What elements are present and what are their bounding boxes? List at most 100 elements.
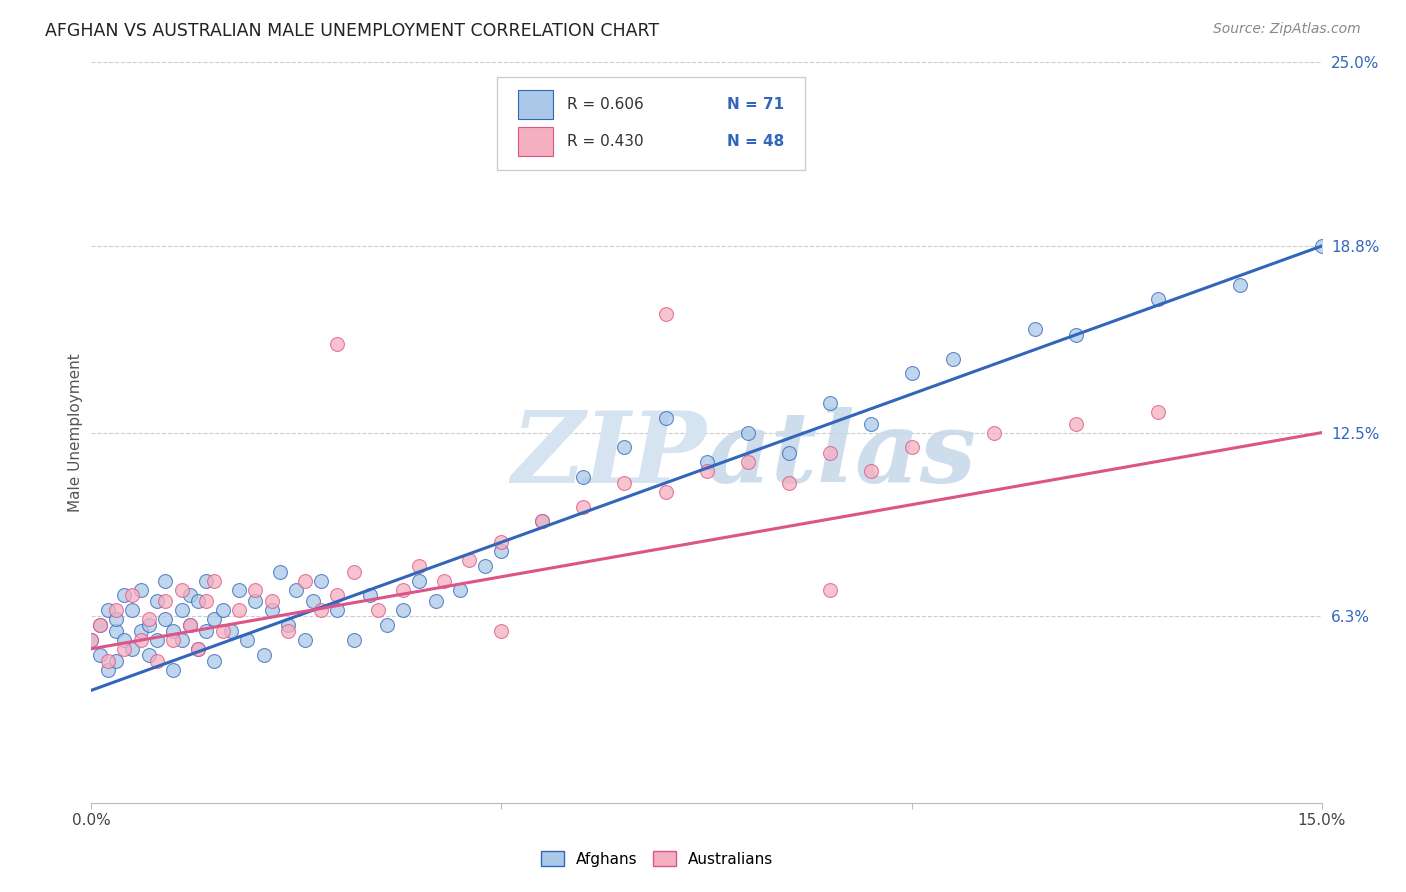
Point <box>859 417 882 431</box>
Point <box>121 641 143 656</box>
Point <box>572 500 595 514</box>
Legend: Afghans, Australians: Afghans, Australians <box>534 845 780 873</box>
Point <box>260 603 283 617</box>
Point <box>253 648 276 662</box>
FancyBboxPatch shape <box>498 78 804 169</box>
Point <box>818 582 841 597</box>
Bar <box>519 90 553 120</box>
Point <box>211 603 233 617</box>
Point <box>170 603 193 617</box>
Point <box>179 618 201 632</box>
Point <box>269 565 291 579</box>
Point <box>202 612 225 626</box>
Point <box>153 612 177 626</box>
Point <box>433 574 456 588</box>
Bar <box>519 127 553 156</box>
Point <box>153 574 177 588</box>
Point <box>245 594 267 608</box>
Point <box>138 648 160 662</box>
Point <box>375 618 398 632</box>
Point <box>202 574 225 588</box>
Point <box>105 624 127 638</box>
Point <box>162 624 184 638</box>
Point <box>309 574 332 588</box>
Point <box>138 618 160 632</box>
Text: AFGHAN VS AUSTRALIAN MALE UNEMPLOYMENT CORRELATION CHART: AFGHAN VS AUSTRALIAN MALE UNEMPLOYMENT C… <box>45 22 659 40</box>
Point <box>162 632 184 647</box>
Point <box>1146 293 1168 307</box>
Point <box>187 641 209 656</box>
Point <box>294 574 316 588</box>
Text: R = 0.606: R = 0.606 <box>568 97 644 112</box>
Point <box>195 594 218 608</box>
Point <box>613 441 636 455</box>
Point <box>343 632 366 647</box>
Point <box>260 594 283 608</box>
Point <box>129 582 152 597</box>
Point <box>219 624 242 638</box>
Point <box>112 632 135 647</box>
Point <box>491 535 513 549</box>
Point <box>900 441 922 455</box>
Point <box>146 632 169 647</box>
Text: R = 0.430: R = 0.430 <box>568 134 644 149</box>
Point <box>179 618 201 632</box>
Point <box>97 654 120 668</box>
Point <box>80 632 103 647</box>
Point <box>97 663 120 677</box>
Point <box>778 475 800 490</box>
Point <box>236 632 259 647</box>
Point <box>392 603 415 617</box>
Point <box>408 574 430 588</box>
Y-axis label: Male Unemployment: Male Unemployment <box>67 353 83 512</box>
Point <box>1310 239 1333 253</box>
Point <box>89 648 111 662</box>
Text: Source: ZipAtlas.com: Source: ZipAtlas.com <box>1213 22 1361 37</box>
Text: N = 48: N = 48 <box>727 134 785 149</box>
Point <box>531 515 554 529</box>
Point <box>97 603 120 617</box>
Point <box>1229 277 1251 292</box>
Point <box>105 603 127 617</box>
Point <box>778 446 800 460</box>
Point <box>737 425 759 440</box>
Point <box>80 632 103 647</box>
Point <box>277 618 299 632</box>
Point <box>309 603 332 617</box>
Point <box>245 582 267 597</box>
Point <box>491 544 513 558</box>
Point <box>942 351 965 366</box>
Point <box>153 594 177 608</box>
Point <box>983 425 1005 440</box>
Point <box>425 594 447 608</box>
Point <box>1064 417 1087 431</box>
Point <box>170 582 193 597</box>
Point <box>228 603 250 617</box>
Point <box>202 654 225 668</box>
Point <box>326 336 349 351</box>
Point <box>170 632 193 647</box>
Point <box>129 632 152 647</box>
Point <box>695 464 717 478</box>
Point <box>187 594 209 608</box>
Point <box>277 624 299 638</box>
Point <box>367 603 389 617</box>
Point <box>491 624 513 638</box>
Point <box>138 612 160 626</box>
Point <box>613 475 636 490</box>
Point <box>1146 405 1168 419</box>
Point <box>654 307 676 321</box>
Point <box>301 594 323 608</box>
Point <box>294 632 316 647</box>
Point <box>112 641 135 656</box>
Point <box>112 589 135 603</box>
Point <box>89 618 111 632</box>
Point <box>359 589 381 603</box>
Point <box>326 589 349 603</box>
Point <box>737 455 759 469</box>
Point <box>818 446 841 460</box>
Point <box>285 582 308 597</box>
Point <box>121 589 143 603</box>
Point <box>531 515 554 529</box>
Point <box>1064 327 1087 342</box>
